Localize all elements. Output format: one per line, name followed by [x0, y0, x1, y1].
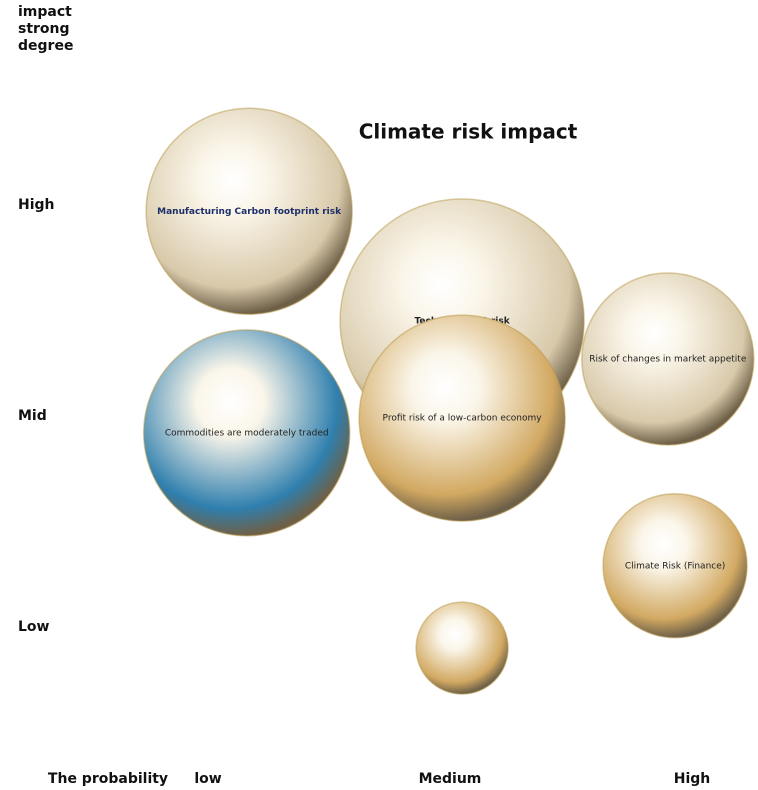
bubble-label: Profit risk of a low-carbon economy [383, 414, 543, 424]
chart-title: Climate risk impact [359, 120, 578, 144]
bubble [581, 272, 755, 446]
x-tick-label: High [674, 771, 711, 787]
y-axis-title: impact strong degree [18, 4, 74, 54]
bubble-label: Climate Risk (Finance) [625, 561, 725, 571]
bubble-label: Commodities are moderately traded [165, 428, 329, 438]
y-tick-label: Mid [18, 408, 47, 424]
bubble [358, 314, 566, 522]
bubble-label: Risk of changes in market appetite [589, 354, 747, 364]
bubble [142, 329, 351, 537]
y-tick-label: High [18, 197, 55, 213]
bubble [602, 493, 748, 639]
bubble-label: Manufacturing Carbon footprint risk [157, 207, 342, 217]
x-tick-label: low [194, 771, 221, 787]
y-tick-label: Low [18, 619, 50, 635]
x-axis-title: The probability [48, 771, 168, 787]
bubble [415, 601, 509, 695]
x-tick-label: Medium [419, 771, 482, 787]
bubble [145, 107, 353, 316]
